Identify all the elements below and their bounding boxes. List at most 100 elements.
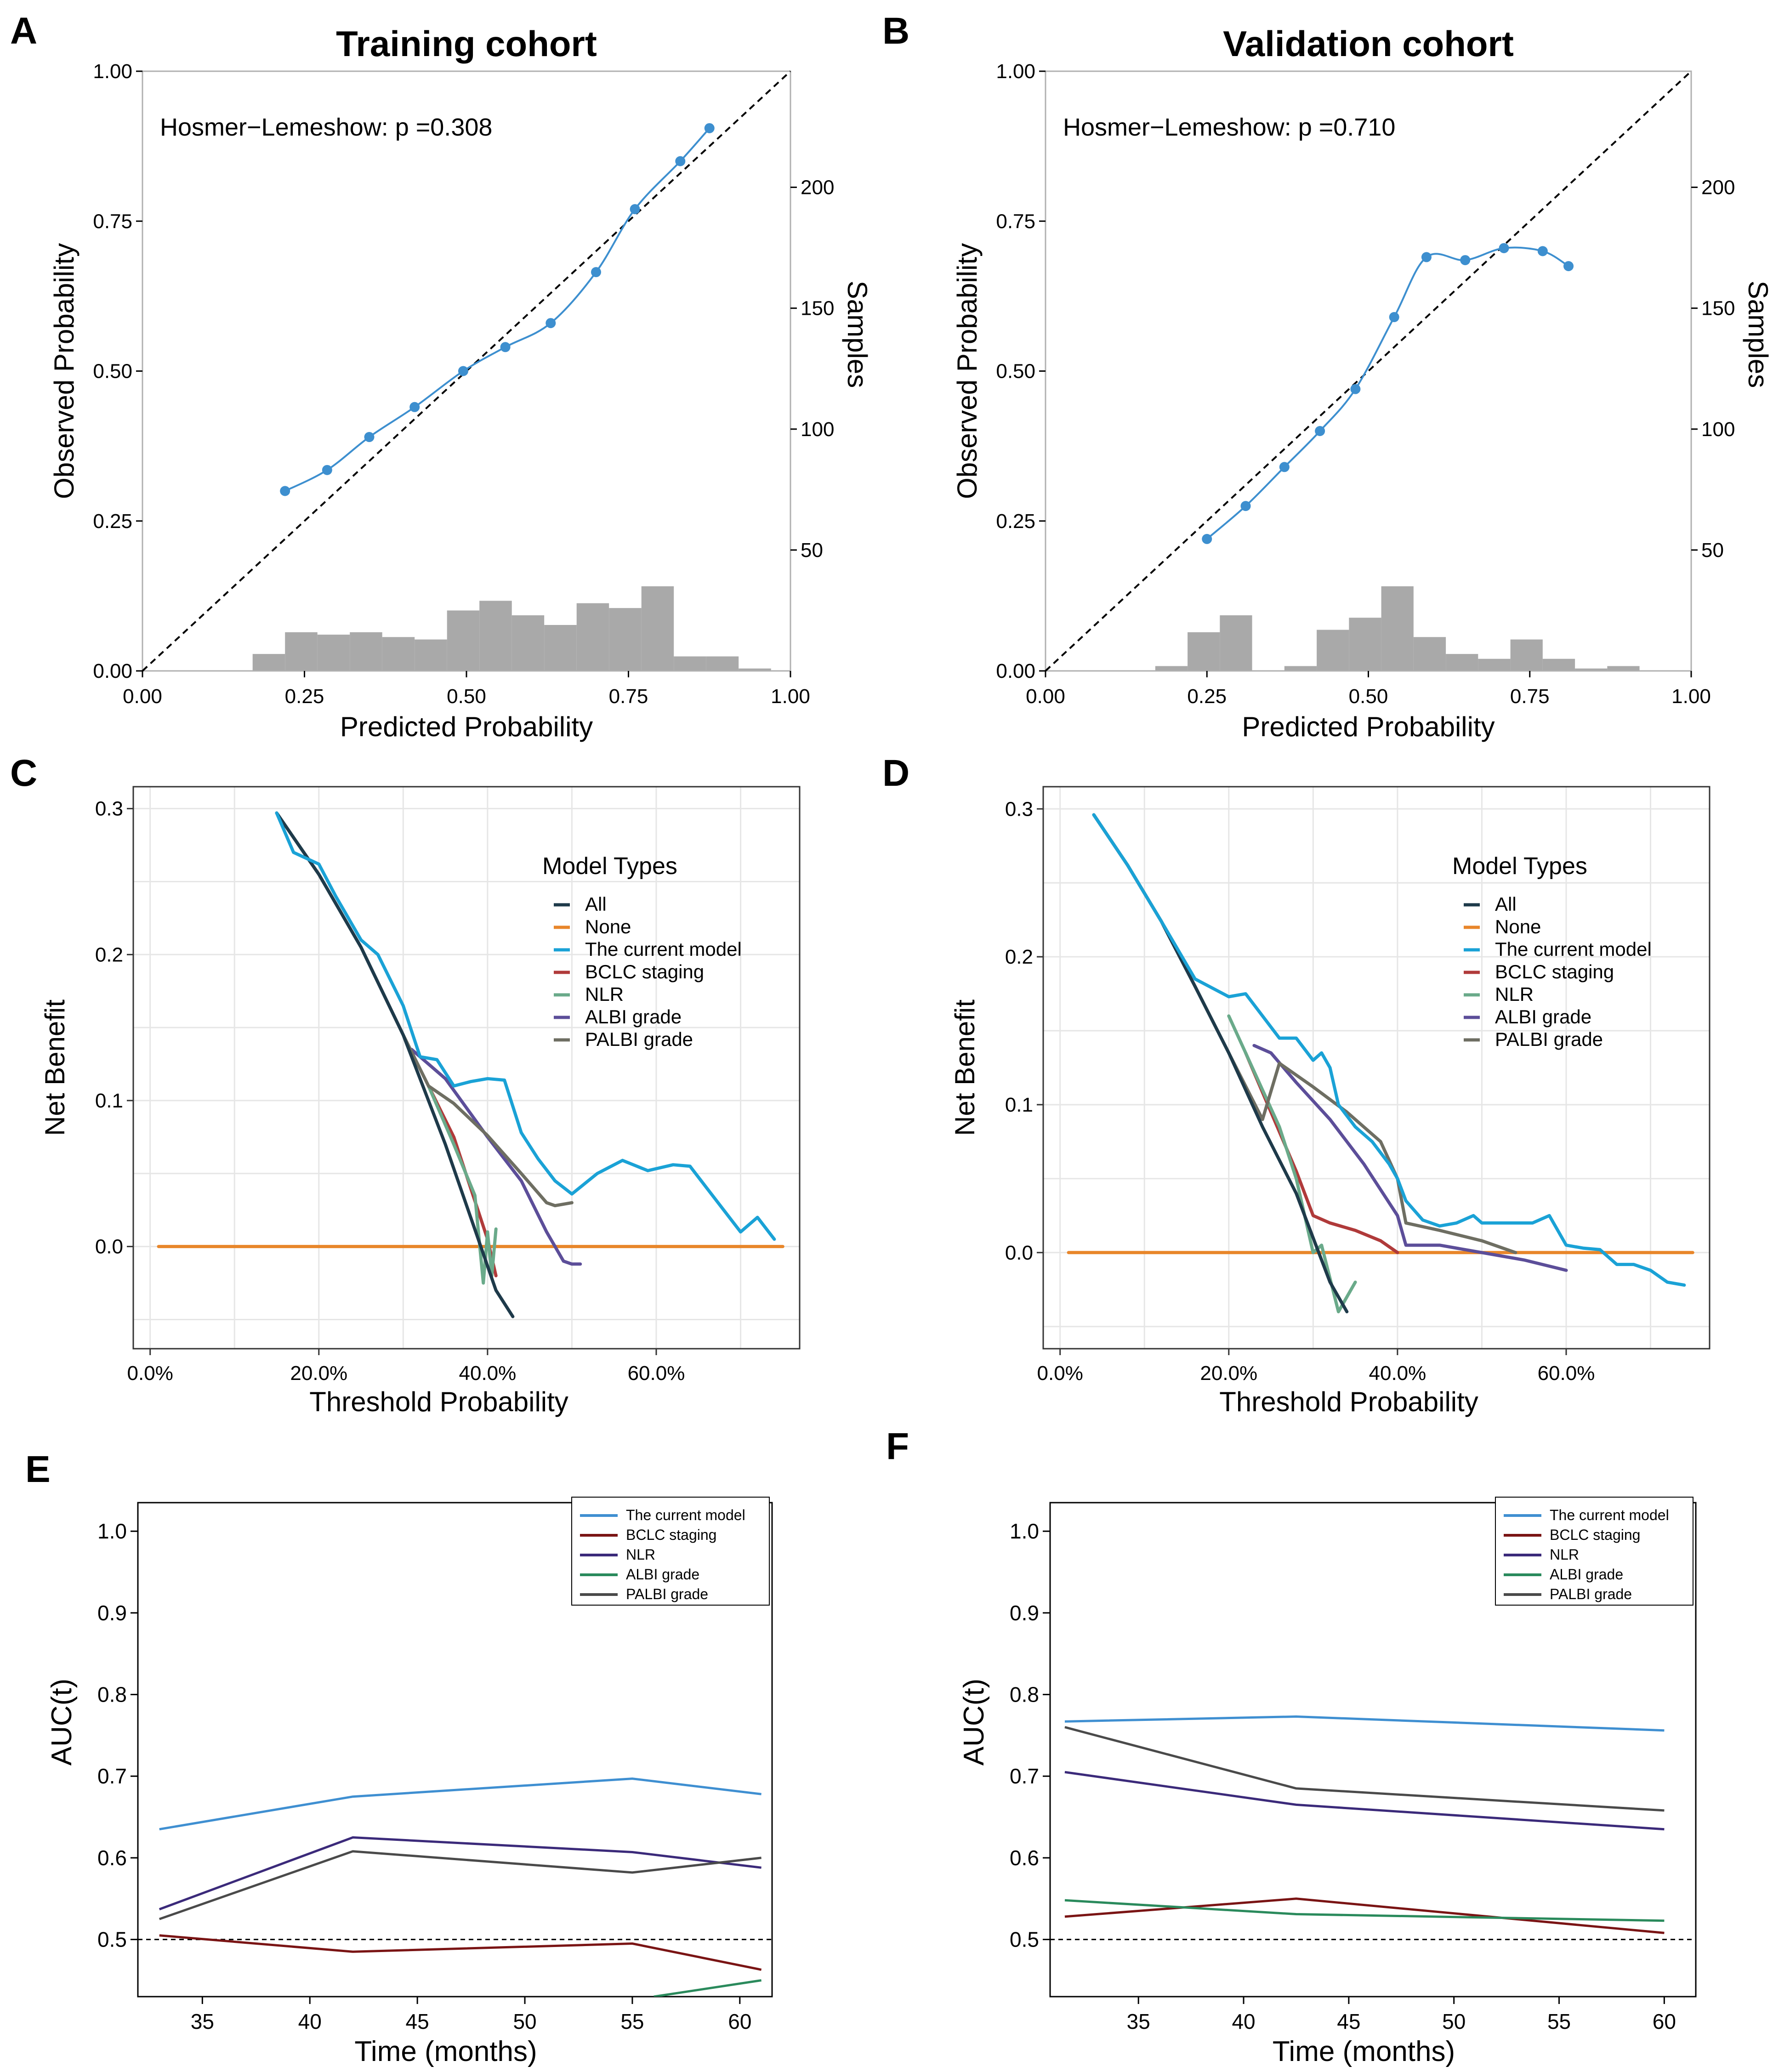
x-tick-label: 60 (728, 2010, 751, 2033)
x-tick-label: 0.75 (1510, 685, 1550, 708)
calibration-point (1499, 243, 1509, 253)
x-tick-label: 35 (1127, 2010, 1150, 2033)
y2-tick-label: 50 (1701, 539, 1724, 562)
histogram-bar (317, 635, 350, 671)
histogram-bar (706, 656, 739, 671)
histogram-bar (1155, 666, 1188, 671)
x-tick-label: 55 (1547, 2010, 1571, 2033)
y2-axis-label: Samples (1743, 281, 1773, 388)
y-tick-label: 0.75 (93, 210, 132, 233)
y-tick-label: 0.8 (97, 1683, 127, 1707)
histogram-bar (1220, 615, 1252, 671)
legend-entry: NLR (1495, 983, 1534, 1005)
histogram-bar (1284, 666, 1317, 671)
series-line-albi-grade (410, 1048, 582, 1266)
series-line-bclc-staging (1064, 1897, 1665, 1934)
y-tick-label: 0.1 (95, 1090, 123, 1112)
histogram-bar (674, 656, 706, 671)
histogram-bar (382, 637, 415, 671)
series-line-the-current-model (1064, 1715, 1665, 1732)
calibration-panel-a: Training cohort Hosmer−Lemeshow: p =0.308… (49, 23, 873, 742)
y-axis-label: Observed Probability (952, 243, 983, 499)
series-line-albi-grade (1252, 1044, 1568, 1272)
y-tick-label: 0.2 (1005, 946, 1033, 968)
histogram-bar (1446, 654, 1478, 671)
x-tick-label: 40.0% (459, 1362, 517, 1385)
y-tick-label: 0.50 (93, 360, 132, 383)
histogram-bar (1317, 630, 1349, 671)
hosmer-lemeshow-annotation: Hosmer−Lemeshow: p =0.710 (1063, 114, 1395, 141)
y-tick-label: 0.7 (97, 1764, 127, 1788)
series-line-bclc-staging (159, 1934, 762, 1971)
legend-entry: ALBI grade (626, 1566, 699, 1583)
x-tick-label: 40 (298, 2010, 322, 2033)
y2-tick-label: 150 (1701, 297, 1735, 320)
histogram-bar (1607, 666, 1640, 671)
calibration-point (364, 432, 375, 443)
x-tick-label: 35 (191, 2010, 214, 2033)
y-tick-label: 1.0 (1010, 1519, 1039, 1543)
histogram-bar (1413, 637, 1446, 671)
series-line-albi-grade (654, 1979, 761, 1997)
legend-entry: The current model (626, 1507, 745, 1523)
x-axis-label: Threshold Probability (1219, 1386, 1478, 1417)
legend-entry: BCLC staging (626, 1527, 716, 1543)
panel-label: B (882, 10, 909, 52)
y-tick-label: 0.3 (1005, 798, 1033, 820)
y-tick-label: 1.00 (996, 60, 1035, 83)
y-tick-label: 1.00 (93, 60, 132, 83)
x-tick-label: 0.0% (127, 1362, 173, 1385)
x-axis-label: Time (months) (1273, 2036, 1455, 2067)
histogram-bar (479, 601, 512, 671)
x-axis-label: Predicted Probability (340, 711, 593, 742)
legend-entry: BCLC staging (585, 961, 704, 982)
x-tick-label: 0.75 (609, 685, 648, 708)
x-tick-label: 60 (1653, 2010, 1676, 2033)
y-axis-label: Net Benefit (40, 999, 70, 1136)
legend-entry: PALBI grade (1550, 1586, 1632, 1602)
y2-tick-label: 50 (801, 539, 823, 562)
auc-panel-f: 35 40 45 50 55 60 0.5 0.6 0.7 0.8 0.9 1.0 Time (mont… (958, 1497, 1697, 2067)
plot-background (133, 787, 800, 1349)
plot-background (1043, 787, 1710, 1349)
y-tick-label: 0.6 (97, 1846, 127, 1870)
y2-tick-label: 100 (801, 418, 834, 441)
y-tick-label: 0.2 (95, 943, 123, 966)
x-tick-label: 1.00 (771, 685, 810, 708)
histogram-bar (415, 639, 447, 671)
y-axis-label: AUC(t) (958, 1679, 990, 1765)
plot-frame (137, 1502, 773, 1998)
histogram-bar (1510, 639, 1543, 671)
decision-curve-panel-c: 0.0% 20.0% 40.0% 60.0% 0.0 0.1 0.2 0.3 Threshold… (40, 786, 801, 1417)
calibration-point (1315, 426, 1325, 436)
histogram-bar (252, 654, 285, 671)
legend-entry: NLR (626, 1546, 655, 1563)
calibration-point (591, 267, 601, 278)
panel-label: D (882, 752, 909, 794)
x-tick-label: 0.50 (447, 685, 486, 708)
calibration-point (704, 123, 715, 133)
y-tick-label: 0.9 (1010, 1601, 1039, 1625)
calibration-point (1563, 261, 1574, 272)
x-tick-label: 50 (513, 2010, 536, 2033)
histogram-bar (739, 668, 771, 671)
auc-panel-e: 35 40 45 50 55 60 0.5 0.6 0.7 0.8 0.9 1.0 Time (mont… (46, 1497, 773, 2067)
legend-entry: BCLC staging (1495, 961, 1614, 982)
y-tick-label: 0.5 (97, 1928, 127, 1952)
y-tick-label: 0.5 (1010, 1928, 1039, 1952)
x-tick-label: 40 (1232, 2010, 1255, 2033)
calibration-point (1460, 255, 1471, 266)
y-tick-label: 0.1 (1005, 1094, 1033, 1116)
ideal-diagonal-line (1045, 70, 1692, 672)
hosmer-lemeshow-annotation: Hosmer−Lemeshow: p =0.308 (160, 114, 492, 141)
legend-entry: None (1495, 916, 1541, 937)
x-tick-label: 1.00 (1671, 685, 1711, 708)
histogram-bar (609, 608, 642, 671)
calibration-point (1350, 384, 1361, 394)
x-tick-label: 0.00 (1026, 685, 1065, 708)
legend-entry: The current model (585, 938, 742, 960)
x-tick-label: 45 (1337, 2010, 1360, 2033)
y-tick-label: 0.3 (95, 798, 123, 820)
x-tick-label: 0.00 (123, 685, 162, 708)
